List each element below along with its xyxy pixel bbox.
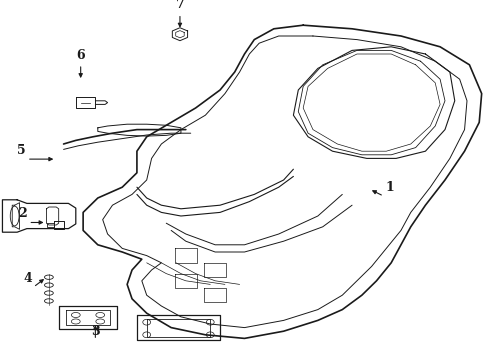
Text: 4: 4	[23, 272, 32, 285]
Text: 6: 6	[76, 49, 85, 62]
Text: 2: 2	[18, 207, 27, 220]
Text: 5: 5	[17, 144, 25, 157]
Text: 7: 7	[175, 0, 184, 11]
Text: 3: 3	[91, 325, 100, 338]
Text: 1: 1	[385, 181, 393, 194]
